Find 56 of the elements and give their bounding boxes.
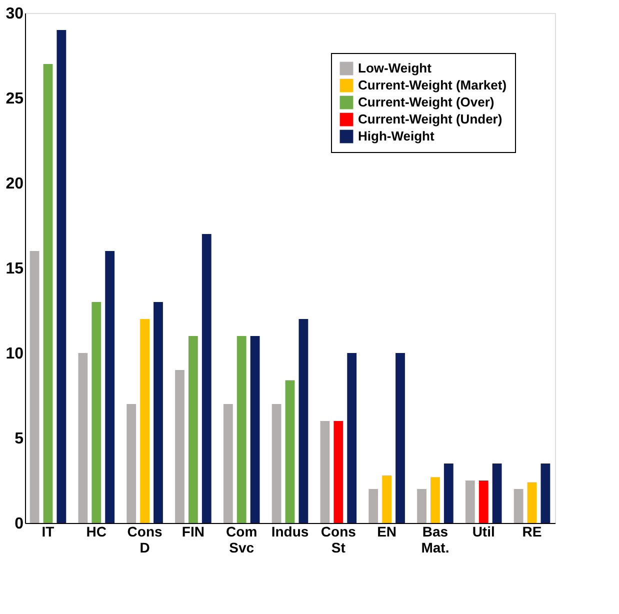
bar xyxy=(272,404,282,523)
legend-label: Current-Weight (Under) xyxy=(358,112,502,126)
bar xyxy=(382,475,392,523)
x-tick-label: RE xyxy=(522,524,542,540)
y-tick-label: 15 xyxy=(6,260,24,278)
bar xyxy=(396,353,405,523)
bar xyxy=(188,336,198,523)
bar xyxy=(465,480,475,523)
bar xyxy=(43,64,53,523)
bar xyxy=(202,234,212,523)
bar xyxy=(478,480,488,523)
y-tick-label: 5 xyxy=(14,430,24,448)
y-tick-label: 0 xyxy=(14,516,24,532)
x-tick-label: Com Svc xyxy=(226,524,258,556)
bar xyxy=(140,319,150,523)
bar xyxy=(514,489,524,523)
bar xyxy=(430,477,440,523)
bar xyxy=(347,353,357,523)
bar xyxy=(527,482,537,523)
y-tick-label: 25 xyxy=(6,90,24,108)
bar xyxy=(105,251,115,523)
bar xyxy=(444,464,454,523)
x-tick-label: FIN xyxy=(182,524,204,540)
x-tick-label: EN xyxy=(377,524,397,540)
x-tick-label: HC xyxy=(86,524,107,540)
bar xyxy=(285,380,295,523)
bar xyxy=(30,251,40,523)
legend-label: Current-Weight (Over) xyxy=(358,94,494,110)
bar xyxy=(334,421,344,523)
y-tick-label: 10 xyxy=(6,346,24,362)
bar xyxy=(56,30,66,523)
x-tick-label: Bas Mat. xyxy=(421,524,450,556)
legend-label: High-Weight xyxy=(358,128,435,144)
bar xyxy=(250,336,260,523)
legend-label: Current-Weight (Market) xyxy=(358,78,507,92)
bar xyxy=(126,404,136,523)
bar xyxy=(175,370,184,523)
y-tick-label: 30 xyxy=(6,6,24,22)
bar xyxy=(417,489,426,523)
bar xyxy=(492,464,502,523)
bar xyxy=(320,421,330,523)
legend-label: Low-Weight xyxy=(358,60,432,76)
bar xyxy=(223,404,233,523)
y-tick-label: 20 xyxy=(6,176,24,192)
x-tick-label: Util xyxy=(472,524,495,540)
x-tick-label: Cons D xyxy=(127,524,163,556)
bar xyxy=(236,336,246,523)
bar xyxy=(298,319,308,523)
x-tick-label: IT xyxy=(42,524,55,540)
x-tick-label: Cons St xyxy=(320,524,356,556)
bar xyxy=(368,489,378,523)
bar xyxy=(92,302,102,523)
bar xyxy=(540,464,550,523)
x-tick-label: Indus xyxy=(271,524,309,540)
bar xyxy=(78,353,88,523)
bar xyxy=(154,302,163,523)
